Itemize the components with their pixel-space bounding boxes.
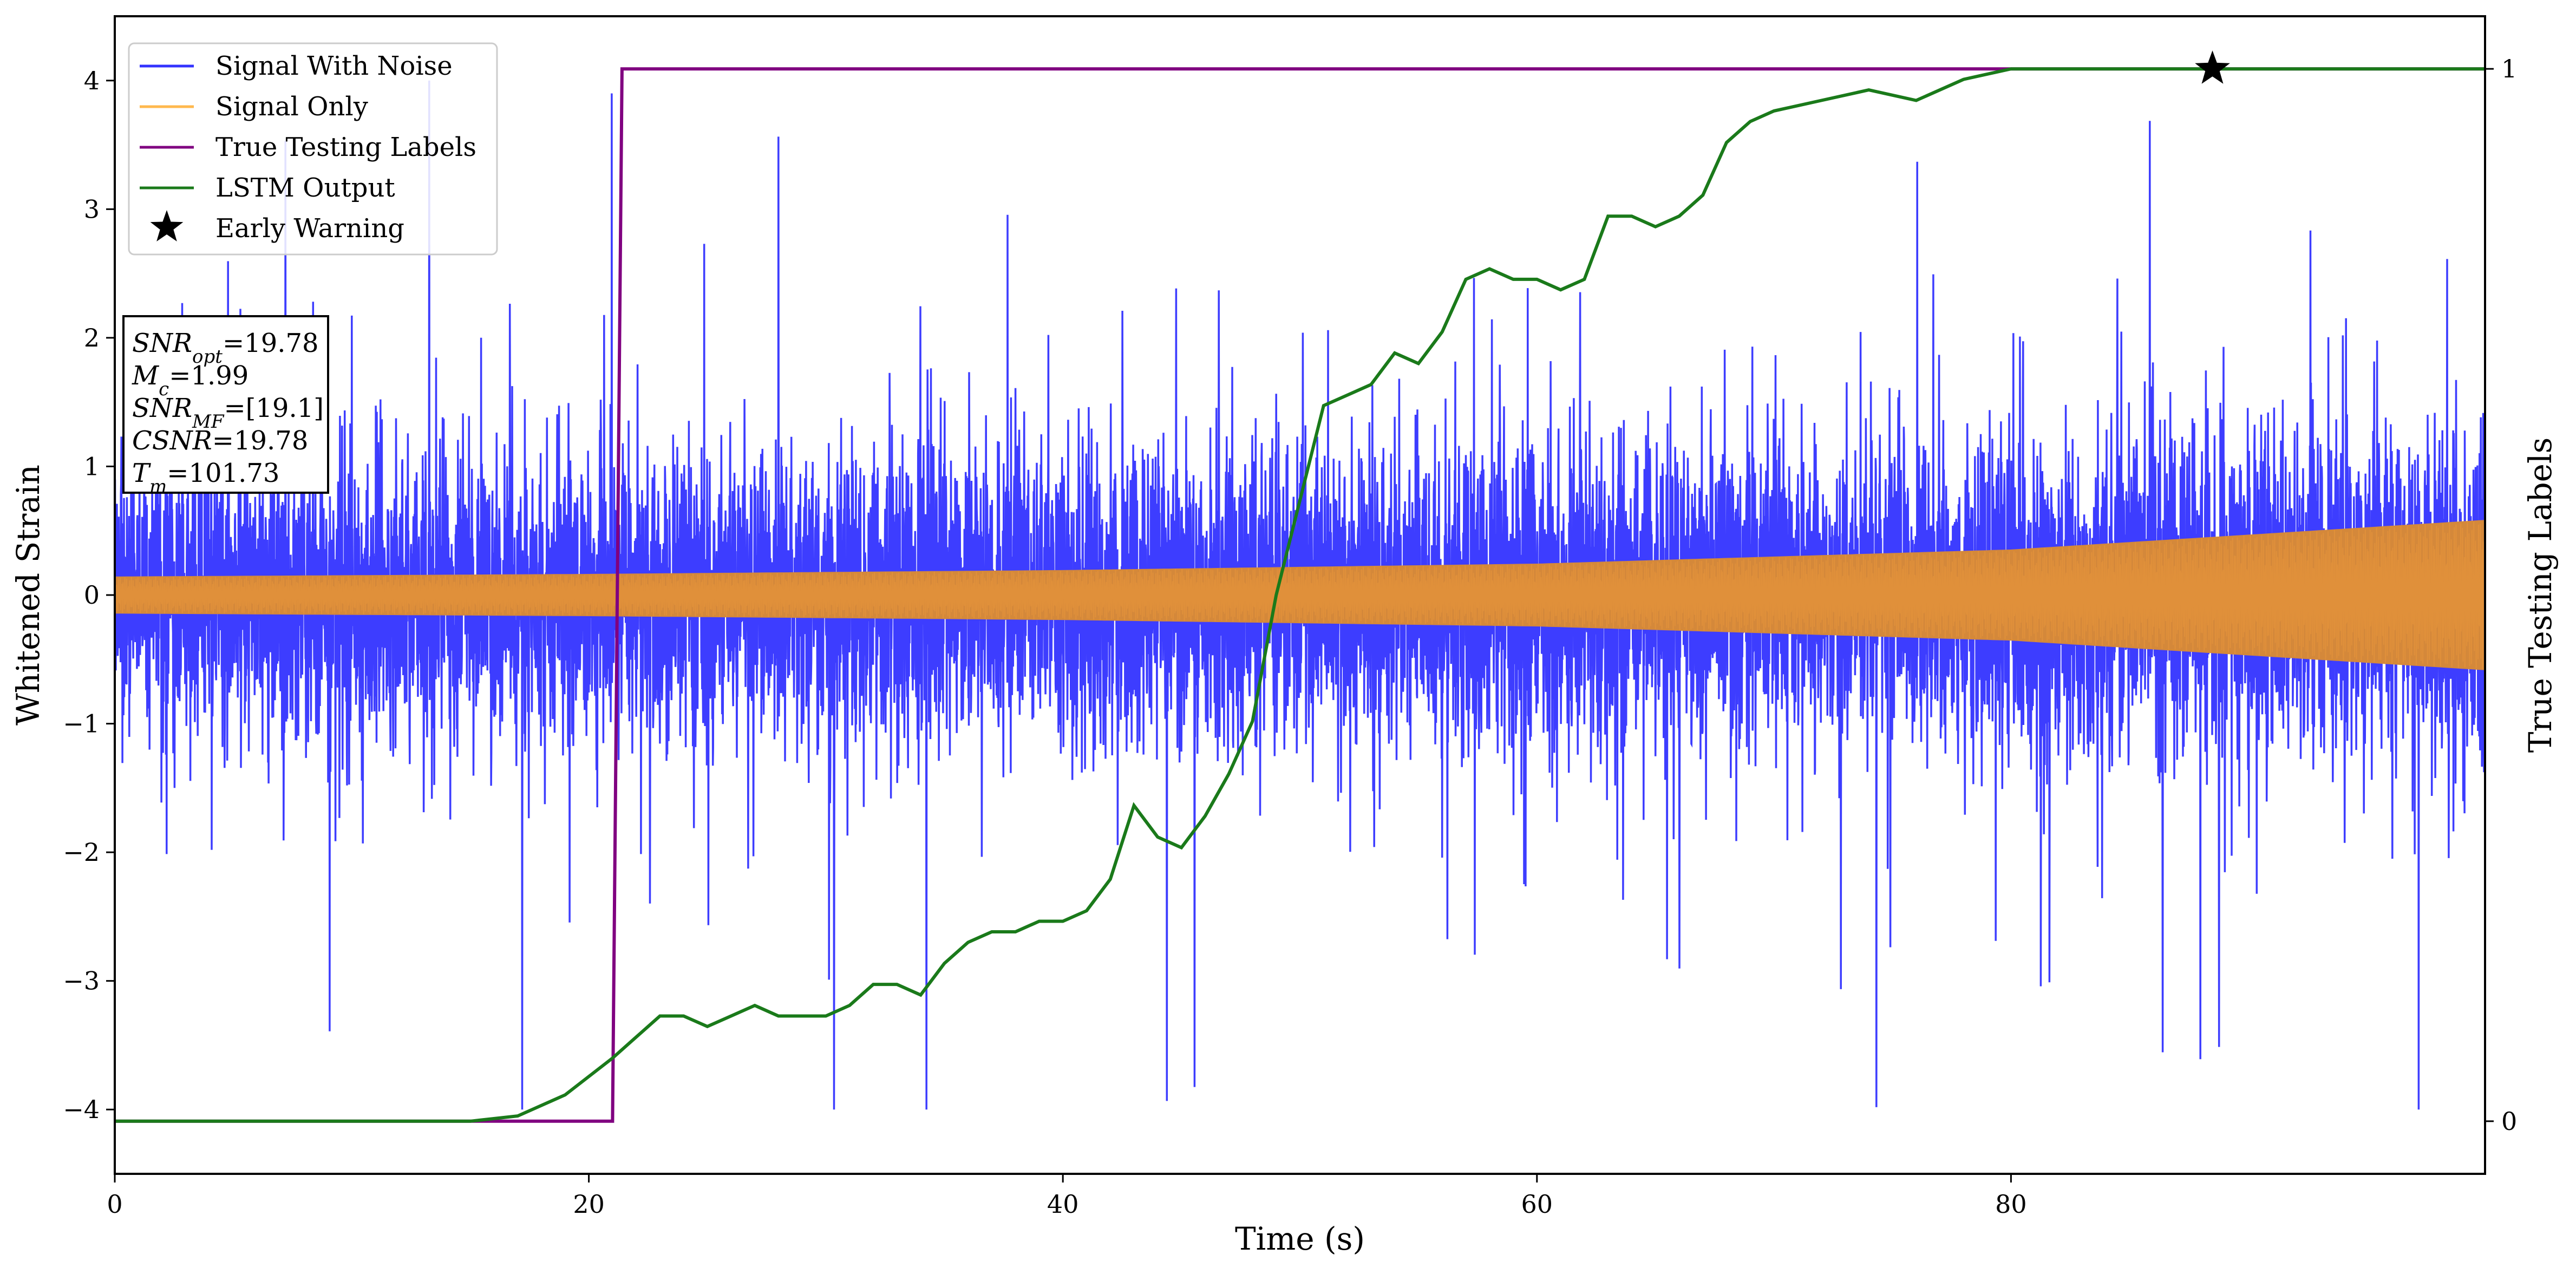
x-tick-label: 0	[107, 1190, 122, 1219]
y-tick-label: −1	[63, 709, 100, 739]
y-tick-label: 0	[84, 580, 100, 610]
info-line: Tm=101.73	[132, 458, 279, 498]
y-tick-label: −2	[63, 838, 100, 867]
legend: Signal With Noise Signal Only True Testi…	[128, 42, 498, 256]
signal-with-noise-trace	[115, 80, 2485, 1110]
y2-tick-label: 1	[2501, 54, 2517, 83]
legend-label-signal-with-noise: Signal With Noise	[215, 51, 453, 81]
y2-axis-title: True Testing Labels	[2522, 437, 2559, 753]
y-tick-label: −4	[63, 1095, 100, 1124]
signal-only-trace	[115, 521, 2485, 670]
info-line: SNRopt=19.78	[132, 328, 319, 368]
y2-axis-ticks: 01	[2485, 54, 2517, 1136]
signal-only-series	[115, 520, 2485, 670]
y-tick-label: 1	[84, 452, 100, 481]
info-line: SNRMF=[19.1]	[132, 393, 324, 433]
x-axis-title: Time (s)	[1235, 1220, 1365, 1257]
x-tick-label: 80	[1995, 1190, 2027, 1219]
plot-area	[115, 67, 2485, 1123]
early-warning-star-icon	[2195, 50, 2230, 84]
y2-tick-label: 0	[2501, 1107, 2517, 1136]
y-axis-ticks: −4 −3 −2 −1 0 1 2 3 4	[63, 66, 115, 1124]
y-tick-label: 3	[84, 194, 100, 224]
lstm-output-line	[115, 67, 2485, 1123]
y-axis-title: Whitened Strain	[10, 465, 47, 726]
info-line: CSNR=19.78	[132, 426, 308, 456]
legend-label-true-testing-labels: True Testing Labels	[215, 132, 476, 162]
info-line: Mc=1.99	[132, 361, 249, 400]
info-box-frame	[122, 315, 329, 494]
x-tick-label: 20	[573, 1190, 605, 1219]
x-tick-label: 60	[1521, 1190, 1553, 1219]
early-warning-series	[2195, 50, 2230, 84]
legend-box	[128, 42, 498, 256]
y-tick-label: −3	[63, 966, 100, 996]
y-tick-label: 2	[84, 323, 100, 352]
info-annotation-box: SNRopt=19.78Mc=1.99SNRMF=[19.1]CSNR=19.7…	[122, 315, 329, 498]
y-tick-label: 4	[84, 66, 100, 95]
x-axis-ticks: 0 20 40 60 80	[107, 1174, 2027, 1219]
legend-swatch-early-warning-star-icon	[150, 210, 184, 241]
signal-with-noise-series	[115, 80, 2485, 1110]
x-tick-label: 40	[1047, 1190, 1079, 1219]
legend-label-signal-only: Signal Only	[215, 92, 368, 122]
legend-label-lstm-output: LSTM Output	[215, 173, 395, 203]
legend-label-early-warning: Early Warning	[215, 213, 404, 244]
